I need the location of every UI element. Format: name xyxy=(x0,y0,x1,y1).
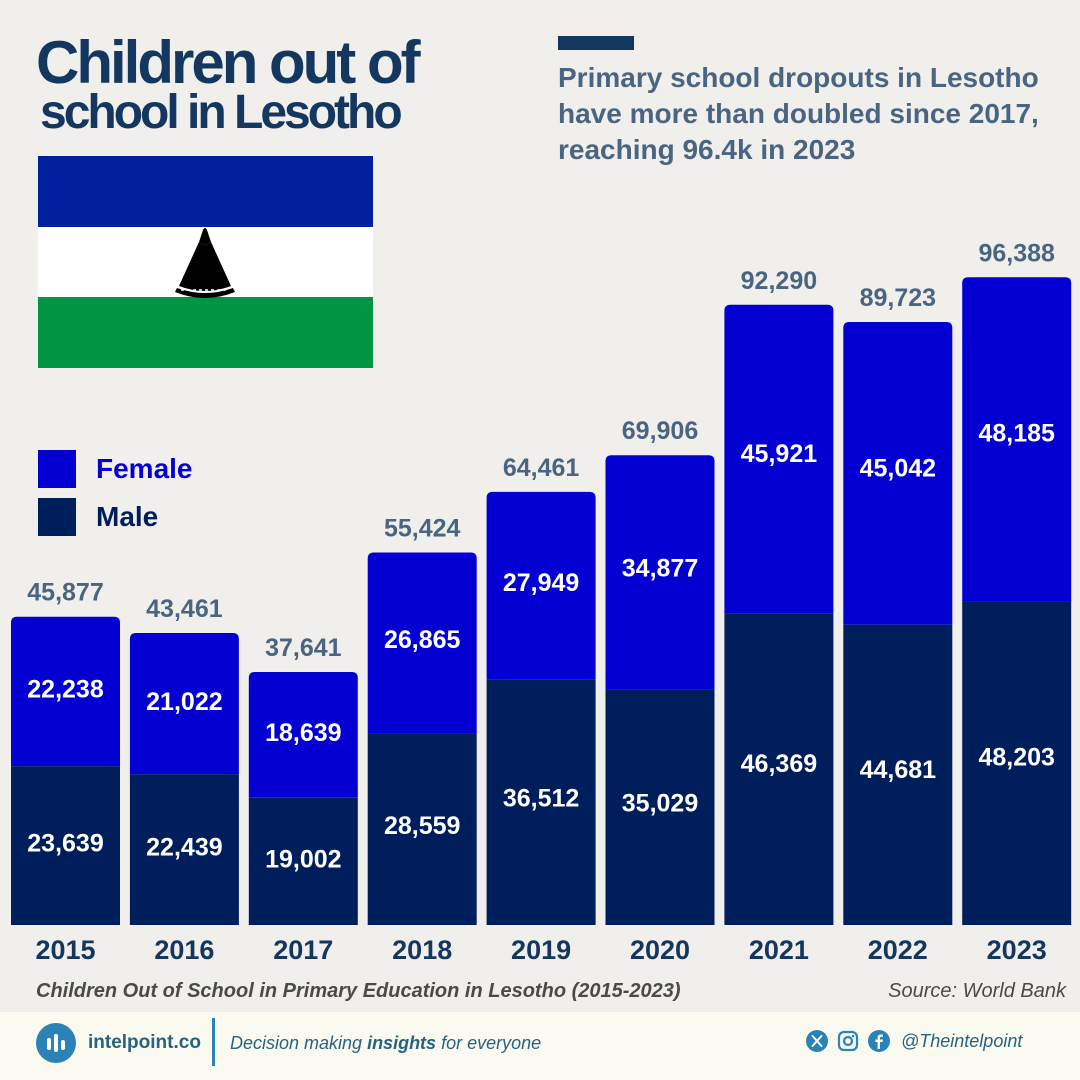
label-male-2020: 35,029 xyxy=(622,790,698,818)
title-line-2: school in Lesotho xyxy=(40,86,403,139)
label-total-2023: 96,388 xyxy=(978,239,1055,267)
legend-item-male: Male xyxy=(38,498,193,536)
flag-green-band xyxy=(38,297,373,368)
bar-female-2023 xyxy=(962,277,1072,602)
stacked-bar-chart: 22,238 23,639 45,877 2015 21,022 22,439 43,461… xyxy=(11,239,1072,965)
label-female-2017: 18,639 xyxy=(265,719,341,747)
label-male-2019: 36,512 xyxy=(503,784,579,812)
bar-male-2021 xyxy=(724,613,834,925)
bar-female-2015 xyxy=(11,616,120,767)
label-total-2017: 37,641 xyxy=(265,634,342,662)
label-total-2021: 92,290 xyxy=(741,267,817,295)
bar-female-2017 xyxy=(248,672,358,798)
label-female-2015: 22,238 xyxy=(27,675,104,703)
brand-name[interactable]: intelpoint.co xyxy=(88,1032,201,1053)
label-total-2020: 69,906 xyxy=(622,417,698,445)
bar-female-2021 xyxy=(724,304,834,614)
x-icon[interactable] xyxy=(806,1030,828,1052)
label-male-2018: 28,559 xyxy=(384,812,460,840)
x-tick-2015: 2015 xyxy=(35,935,95,965)
footer: intelpoint.co Decision making insights f… xyxy=(0,1012,1080,1080)
x-tick-2018: 2018 xyxy=(392,935,452,965)
legend-label-female: Female xyxy=(96,453,193,484)
bar-female-2020 xyxy=(605,455,715,690)
bar-male-2018 xyxy=(367,733,477,925)
x-tick-2019: 2019 xyxy=(511,935,571,965)
label-total-2015: 45,877 xyxy=(27,579,103,607)
lesotho-flag xyxy=(38,156,373,368)
facebook-icon[interactable] xyxy=(868,1030,890,1052)
male-swatch xyxy=(38,498,76,536)
x-tick-2023: 2023 xyxy=(987,935,1047,965)
tagline-post: for everyone xyxy=(436,1033,542,1053)
x-tick-2020: 2020 xyxy=(630,935,690,965)
legend-label-male: Male xyxy=(96,501,159,532)
label-total-2019: 64,461 xyxy=(503,454,580,482)
label-female-2023: 48,185 xyxy=(978,420,1055,448)
label-female-2018: 26,865 xyxy=(384,626,461,654)
tagline-pre: Decision making xyxy=(230,1033,368,1053)
basotho-hat-icon xyxy=(175,228,235,298)
chart-legend: Female Male xyxy=(38,450,193,546)
bar-male-2020 xyxy=(605,689,715,925)
footer-divider xyxy=(212,1018,215,1066)
label-total-2018: 55,424 xyxy=(384,515,461,543)
subtitle: Primary school dropouts in Lesotho have … xyxy=(558,62,1039,165)
flag-blue-band xyxy=(38,156,373,227)
chart-caption: Children Out of School in Primary Educat… xyxy=(36,980,681,1002)
bar-male-2017 xyxy=(248,797,358,925)
chart-logo-icon xyxy=(36,1023,76,1063)
label-female-2021: 45,921 xyxy=(741,440,818,468)
label-female-2022: 45,042 xyxy=(860,454,936,482)
tagline-bold: insights xyxy=(367,1033,437,1053)
label-male-2021: 46,369 xyxy=(741,750,817,778)
label-male-2022: 44,681 xyxy=(860,756,937,784)
tagline: Decision making insights for everyone xyxy=(230,1033,541,1054)
female-swatch xyxy=(38,450,76,488)
bar-female-2016 xyxy=(129,632,239,775)
bar-female-2022 xyxy=(843,322,953,625)
accent-bar xyxy=(558,36,634,50)
bar-male-2019 xyxy=(486,679,596,925)
bar-male-2022 xyxy=(843,624,953,925)
x-tick-2021: 2021 xyxy=(749,935,809,965)
bar-male-2023 xyxy=(962,601,1072,925)
x-tick-2017: 2017 xyxy=(273,935,333,965)
label-total-2016: 43,461 xyxy=(146,595,223,623)
social-links: @Theintelpoint xyxy=(806,1030,1022,1052)
page-title: Children out of school in Lesotho xyxy=(36,29,421,139)
bar-male-2016 xyxy=(129,774,239,925)
label-male-2023: 48,203 xyxy=(978,744,1054,772)
social-handle[interactable]: @Theintelpoint xyxy=(901,1030,1023,1051)
label-female-2019: 27,949 xyxy=(503,569,579,597)
bar-female-2018 xyxy=(367,552,477,734)
x-tick-2016: 2016 xyxy=(154,935,214,965)
x-tick-2022: 2022 xyxy=(868,935,928,965)
label-male-2015: 23,639 xyxy=(27,829,103,857)
source-note: Source: World Bank xyxy=(888,980,1066,1002)
label-male-2017: 19,002 xyxy=(265,846,341,874)
instagram-icon[interactable] xyxy=(837,1030,859,1052)
bar-male-2015 xyxy=(11,766,120,925)
legend-item-female: Female xyxy=(38,450,193,488)
label-female-2016: 21,022 xyxy=(146,688,222,716)
label-total-2022: 89,723 xyxy=(860,284,936,312)
bar-female-2019 xyxy=(486,491,596,680)
label-female-2020: 34,877 xyxy=(622,555,698,583)
label-male-2016: 22,439 xyxy=(146,834,222,862)
title-line-1: Children out of xyxy=(36,29,421,96)
